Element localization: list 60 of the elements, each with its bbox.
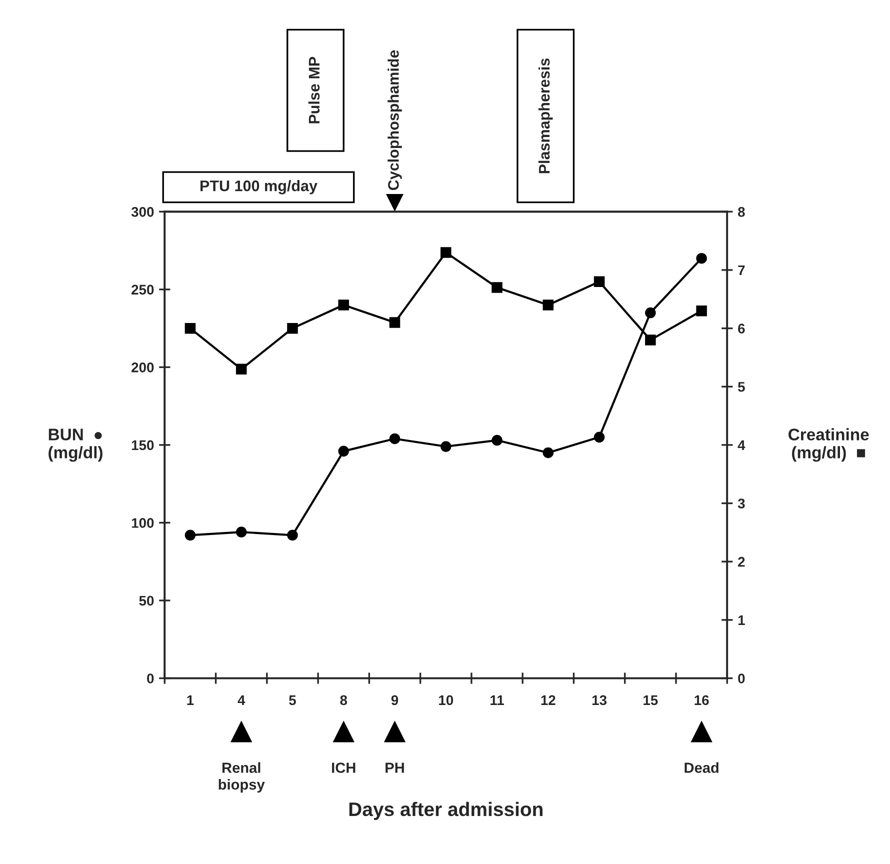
text: Pulse MP xyxy=(308,56,320,124)
text: ICH xyxy=(332,762,356,773)
point xyxy=(440,441,452,452)
text: Dead xyxy=(684,762,718,773)
x-tick-label: 16 xyxy=(694,695,709,706)
point xyxy=(492,434,502,446)
y2-tick-label: 5 xyxy=(738,382,745,392)
point xyxy=(287,530,298,541)
text: Cyclophosphamide xyxy=(388,50,402,190)
point xyxy=(184,530,196,541)
x-axis-title: Days after admission xyxy=(349,802,542,820)
x-tick-label: 5 xyxy=(289,695,296,706)
point xyxy=(389,317,400,328)
y2-tick-label: 0 xyxy=(738,674,745,684)
y-tick-label: 300 xyxy=(131,207,154,217)
point xyxy=(645,307,656,318)
y2-tick-label: 8 xyxy=(738,207,745,217)
x-tick-label: 8 xyxy=(340,695,348,706)
y-tick-label: 200 xyxy=(132,362,154,372)
y-tick-label: 50 xyxy=(139,596,154,606)
y2-tick-label: 6 xyxy=(738,324,745,334)
point xyxy=(338,300,349,310)
point xyxy=(594,276,605,288)
x-tick-label: 13 xyxy=(592,695,607,706)
text: Renal biopsy xyxy=(218,762,265,793)
point xyxy=(492,282,502,293)
x-tick-label: 15 xyxy=(644,695,658,706)
point xyxy=(594,432,605,443)
y-axis-title: BUN ● (mg/dl) xyxy=(48,428,102,462)
x-tick-label: 10 xyxy=(439,695,454,706)
y-tick-label: 150 xyxy=(132,440,154,450)
x-tick-label: 4 xyxy=(238,695,246,705)
point xyxy=(338,446,349,457)
point xyxy=(389,433,400,444)
point xyxy=(440,247,452,258)
y2-tick-label: 2 xyxy=(738,556,745,567)
point xyxy=(184,322,196,334)
y-tick-label: 250 xyxy=(132,284,154,295)
point xyxy=(542,300,554,310)
text: PH xyxy=(386,762,404,773)
point xyxy=(236,526,247,538)
y-tick-label: 100 xyxy=(132,518,154,528)
x-tick-label: 1 xyxy=(187,695,194,705)
text: Plasmapheresis xyxy=(538,58,553,174)
y2-tick-label: 7 xyxy=(738,265,745,276)
point xyxy=(236,364,247,375)
y2-axis-title: Creatinine (mg/dl) ■ xyxy=(788,428,869,462)
x-tick-label: 11 xyxy=(490,695,504,705)
point xyxy=(542,447,554,458)
point xyxy=(645,334,656,346)
y-tick-label: 0 xyxy=(147,674,154,684)
point xyxy=(287,322,298,334)
x-tick-label: 9 xyxy=(391,695,398,706)
x-tick-label: 12 xyxy=(541,695,556,705)
text: PTU 100 mg/day xyxy=(200,180,318,194)
point xyxy=(696,252,707,264)
y2-tick-label: 3 xyxy=(738,498,745,508)
point xyxy=(696,305,707,316)
y2-tick-label: 1 xyxy=(738,615,745,625)
y2-tick-label: 4 xyxy=(738,440,746,450)
